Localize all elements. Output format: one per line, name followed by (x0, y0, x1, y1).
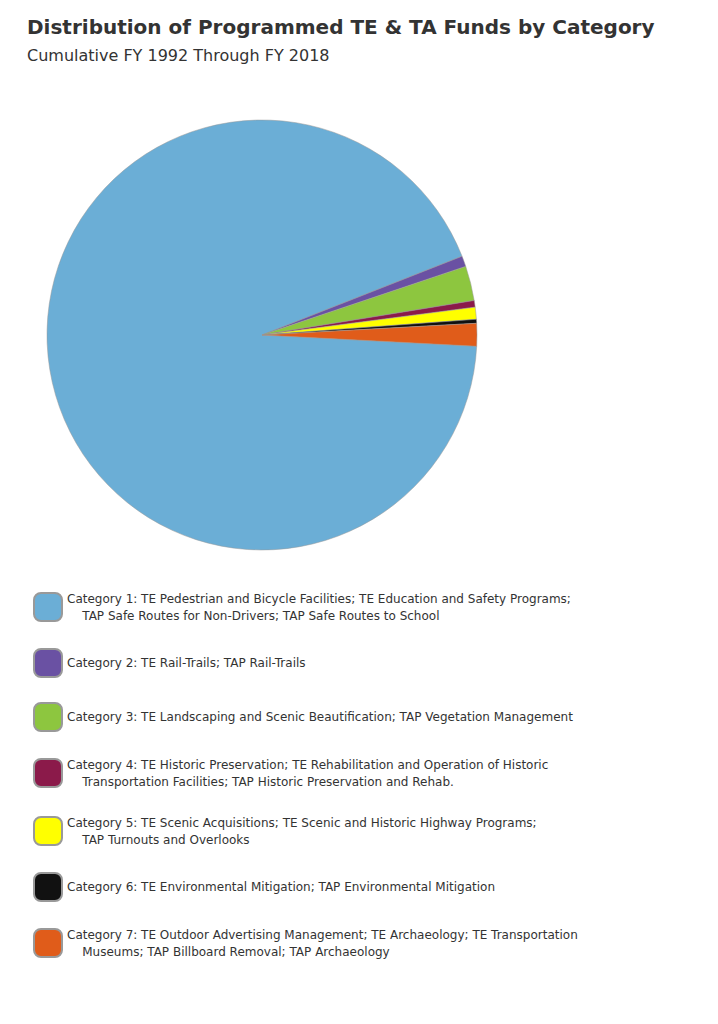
svg-text:Museums; TAP Billboard Removal: Museums; TAP Billboard Removal; TAP Arch… (67, 945, 390, 959)
svg-text:Distribution of Programmed TE: Distribution of Programmed TE & TA Funds… (27, 15, 655, 39)
svg-text:Cumulative FY 1992 Through FY: Cumulative FY 1992 Through FY 2018 (27, 46, 330, 65)
svg-text:Category 5: TE Scenic Acquisit: Category 5: TE Scenic Acquisitions; TE S… (67, 816, 537, 830)
svg-text:Category 1: TE Pedestrian and: Category 1: TE Pedestrian and Bicycle Fa… (67, 592, 571, 606)
svg-text:Category 7: TE Outdoor Adverti: Category 7: TE Outdoor Advertising Manag… (67, 928, 578, 942)
svg-text:TAP Turnouts and Overlooks: TAP Turnouts and Overlooks (67, 833, 250, 847)
svg-text:Category 3: TE Landscaping and: Category 3: TE Landscaping and Scenic Be… (67, 710, 573, 724)
svg-text:Category 4: TE Historic Preser: Category 4: TE Historic Preservation; TE… (67, 758, 548, 772)
svg-text:TAP Safe Routes for Non-Driver: TAP Safe Routes for Non-Drivers; TAP Saf… (67, 609, 439, 623)
svg-text:Transportation Facilities; TAP: Transportation Facilities; TAP Historic … (67, 775, 454, 789)
svg-text:Category 6: TE Environmental M: Category 6: TE Environmental Mitigation;… (67, 880, 495, 894)
svg-text:Category 2: TE Rail-Trails; TA: Category 2: TE Rail-Trails; TAP Rail-Tra… (67, 656, 306, 670)
